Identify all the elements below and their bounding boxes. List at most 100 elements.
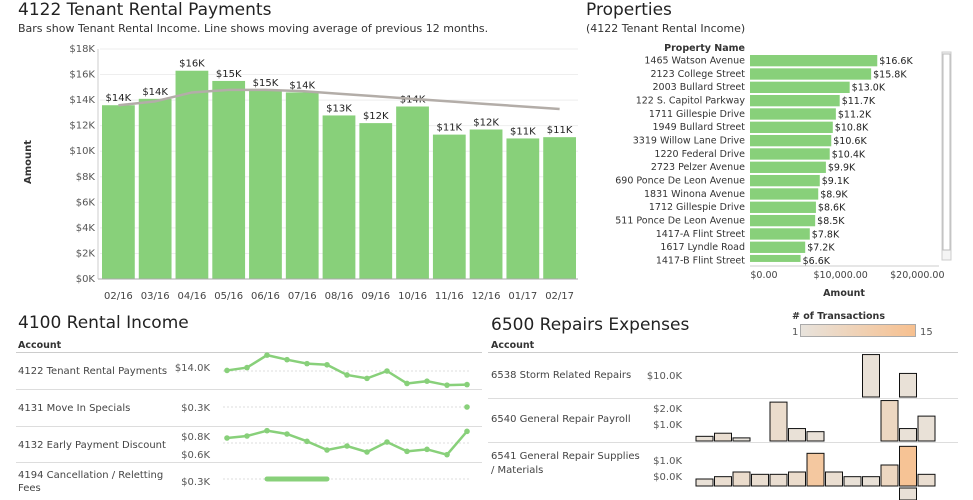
histogram-bar: [880, 464, 899, 487]
bar: [138, 98, 172, 279]
property-bar: [750, 55, 878, 67]
property-bar: [750, 228, 810, 240]
divider: [16, 352, 482, 353]
property-data-label: $15.8K: [873, 69, 907, 80]
property-data-label: $8.6K: [818, 203, 846, 214]
y-tick-label: $8K: [76, 172, 96, 183]
property-bar: [750, 134, 832, 147]
property-label: 1831 Winona Avenue: [644, 189, 745, 200]
scrollbar-thumb[interactable]: [942, 53, 951, 251]
property-bar: [750, 188, 819, 200]
property-bar: [750, 68, 872, 80]
property-data-label: $7.2K: [807, 243, 835, 254]
legend-max: 15: [920, 327, 933, 338]
bar-data-label: $12K: [363, 111, 389, 122]
histogram-bar: [806, 452, 825, 487]
divider: [488, 352, 958, 353]
property-data-label: $6.6K: [803, 256, 831, 267]
property-label: 1220 Federal Drive: [654, 149, 745, 160]
bar-data-label: $11K: [510, 126, 536, 137]
histogram-bar: [899, 445, 917, 487]
bar: [249, 89, 282, 279]
repairs-row-label[interactable]: 6540 General Repair Payroll: [491, 414, 631, 425]
bar: [322, 115, 356, 279]
histogram-bar: [917, 415, 936, 442]
rental-row-label[interactable]: 4132 Early Payment Discount: [18, 440, 166, 451]
x-axis-label: Amount: [823, 288, 865, 299]
divider: [16, 426, 482, 427]
property-data-label: $9.1K: [822, 176, 850, 187]
x-tick-label: 10/16: [398, 291, 427, 302]
sparkline: [225, 429, 469, 457]
y-tick-label: $0K: [76, 274, 96, 285]
histogram-bar: [769, 401, 788, 442]
histogram-bar: [714, 476, 732, 487]
bar: [359, 123, 393, 279]
bar-data-label: $12K: [473, 118, 499, 129]
bar-data-label: $11K: [436, 123, 462, 134]
bar-data-label: $14K: [106, 93, 132, 104]
property-label: 1417-A Flint Street: [656, 229, 746, 240]
histogram-bar: [917, 473, 936, 487]
rental-sparklines[interactable]: [215, 352, 477, 500]
rental-row-label[interactable]: 4122 Tenant Rental Payments: [18, 366, 168, 377]
property-label: 2003 Bullard Street: [653, 82, 746, 93]
divider: [16, 389, 482, 390]
x-tick-label: $10,000.00: [813, 270, 867, 281]
property-data-label: $11.2K: [838, 109, 872, 120]
properties-chart[interactable]: Property Name Amount 1465 Watson Avenue $…: [586, 38, 966, 300]
divider: [488, 442, 958, 443]
y-tick-label: $14K: [69, 95, 95, 106]
panel4-title: 6500 Repairs Expenses: [491, 315, 690, 335]
repairs-row-axis-label: $10.0K: [646, 371, 682, 382]
histogram-bar: [862, 476, 880, 487]
divider: [16, 462, 482, 463]
property-bar: [750, 161, 826, 173]
histogram-bar: [788, 471, 806, 487]
property-label: 3319 Willow Lane Drive: [633, 135, 745, 146]
bar: [102, 105, 135, 279]
bar-data-label: $14K: [289, 80, 315, 91]
sparkline-point: [464, 404, 470, 410]
panel2-title: Properties: [586, 0, 672, 20]
panel1-subtitle: Bars show Tenant Rental Income. Line sho…: [18, 22, 489, 35]
repairs-row-label[interactable]: 6538 Storm Related Repairs: [491, 370, 632, 381]
histogram-bar: [899, 428, 917, 442]
legend-title: # of Transactions: [792, 311, 885, 322]
repairs-histograms[interactable]: [688, 352, 958, 500]
bar: [432, 134, 466, 279]
x-tick-label: 02/16: [104, 291, 133, 302]
x-tick-label: 11/16: [435, 291, 464, 302]
property-data-label: $9.9K: [828, 163, 856, 174]
property-label: 1417-B Flint Street: [656, 255, 745, 266]
histogram-bar: [843, 476, 862, 487]
bar: [469, 129, 503, 279]
x-tick-label: 02/17: [545, 291, 574, 302]
property-data-label: $10.4K: [832, 149, 866, 160]
y-axis-label: Amount: [23, 140, 34, 184]
rental-row-label[interactable]: 4131 Move In Specials: [18, 403, 131, 414]
histogram-bar: [695, 478, 714, 487]
repairs-row-axis-label: $1.0K: [653, 456, 682, 467]
legend-min: 1: [792, 327, 799, 338]
property-data-label: $7.8K: [812, 229, 840, 240]
property-data-label: $16.6K: [879, 56, 913, 67]
repairs-row-label[interactable]: 6541 General Repair Supplies / Materials: [491, 451, 640, 476]
y-tick-label: $6K: [76, 197, 96, 208]
y-tick-label: $4K: [76, 223, 96, 234]
tenant-payments-chart[interactable]: Amount $0K $2K $4K $6K $8K $10K $12K $14K $16K $1…: [0, 38, 590, 308]
histogram-bar: [862, 354, 880, 398]
property-label: 1465 Watson Avenue: [644, 56, 745, 67]
x-tick-label: $0.00: [750, 270, 777, 281]
property-label: 511 Ponce De Leon Avenue: [615, 215, 745, 226]
rental-row-axis-label: $0.3K: [181, 403, 210, 414]
panel3-account-header: Account: [18, 340, 62, 351]
histogram-bar: [732, 471, 751, 487]
moving-average-line: [118, 88, 560, 111]
property-label: 2723 Pelzer Avenue: [651, 162, 745, 173]
repairs-row-axis-label: $1.0K: [653, 420, 682, 431]
rental-row-axis-label: $0.3K: [181, 477, 210, 488]
property-label: 690 Ponce De Leon Avenue: [615, 175, 745, 186]
y-tick-label: $2K: [76, 248, 96, 259]
rental-row-label[interactable]: 4194 Cancellation / Reletting Fees: [18, 470, 164, 494]
